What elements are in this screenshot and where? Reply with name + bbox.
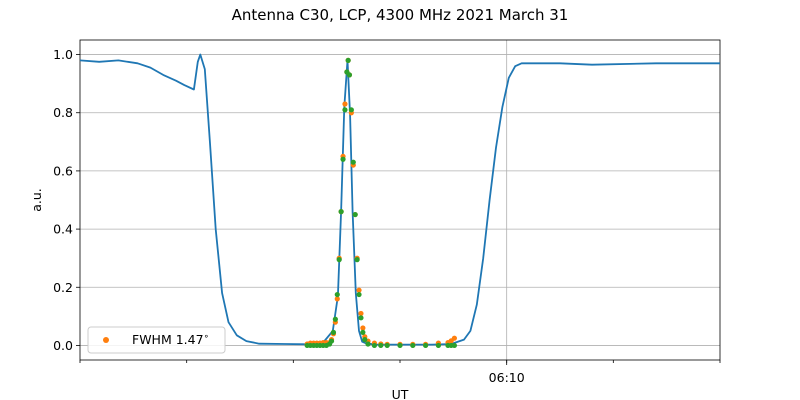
fit-point-green [336, 257, 342, 263]
fit-point-green [362, 337, 368, 343]
fit-point-green [423, 342, 429, 349]
x-axis-label: UT [392, 387, 409, 400]
y-axis-label: a.u. [29, 188, 44, 212]
legend-marker [103, 337, 109, 343]
fit-point-orange [360, 325, 366, 331]
axes-frame [79, 39, 721, 361]
y-tick-label: 0.2 [53, 280, 73, 295]
fit-point-green [338, 209, 344, 215]
fit-point-green [348, 107, 354, 113]
fit-point-green [371, 342, 377, 349]
fit-point-green [360, 329, 366, 335]
fit-point-green [451, 342, 457, 349]
fit-point-green [345, 57, 351, 63]
fit-point-green [365, 341, 371, 347]
legend: FWHM 1.47∘ [87, 326, 226, 354]
fit-point-green [397, 342, 403, 349]
fit-point-green [384, 342, 390, 349]
fit-point-orange [342, 101, 348, 107]
fit-point-green [350, 159, 356, 165]
legend-label: FWHM 1.47∘ [132, 332, 209, 347]
fit-point-green [352, 211, 358, 218]
fit-point-green [410, 342, 416, 349]
legend-degree-sign: ∘ [204, 332, 210, 342]
fit-point-green [354, 257, 360, 263]
fit-point-green [328, 338, 335, 344]
y-tick-label: 1.0 [53, 47, 73, 62]
fit-point-green [356, 291, 362, 298]
fit-point-orange [334, 296, 340, 302]
fit-point-orange [358, 310, 364, 317]
fit-point-green [332, 316, 338, 322]
fit-point-green [330, 329, 337, 335]
legend-frame [87, 326, 226, 354]
fit-point-green [358, 315, 364, 321]
fit-point-orange [356, 287, 362, 293]
y-tick-label: 0.0 [53, 338, 73, 353]
fit-point-green [334, 291, 340, 298]
y-tick-label: 0.6 [53, 163, 73, 178]
series-line [79, 53, 720, 346]
y-tick-label: 0.8 [53, 105, 73, 120]
fit-point-green [378, 342, 384, 349]
plot-area: 0.0 0.2 0.4 0.6 0.8 1.0 06:10 [53, 39, 721, 385]
chart-title: Antenna C30, LCP, 4300 MHz 2021 March 31 [232, 6, 569, 24]
fit-point-green [342, 107, 348, 113]
y-tick-label: 0.4 [53, 222, 73, 237]
x-tick-label: 06:10 [489, 370, 525, 385]
fit-point-green [435, 342, 441, 349]
fit-point-green [340, 156, 346, 162]
fit-point-green [346, 72, 353, 78]
fit-point-orange [451, 335, 457, 341]
